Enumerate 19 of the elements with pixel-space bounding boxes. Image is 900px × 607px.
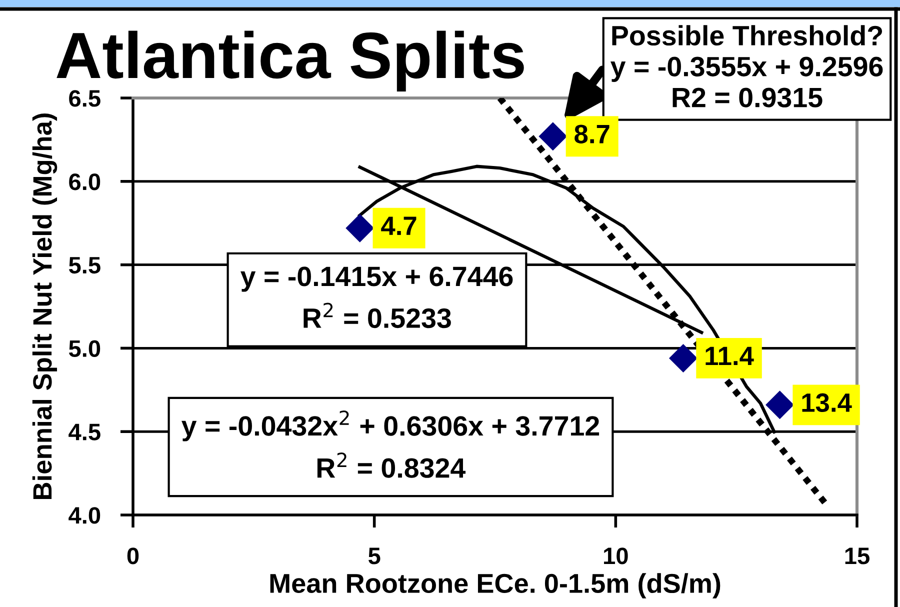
y-tick-label: 5.5 (68, 257, 100, 274)
y-axis-title: Biennial Split Nut Yield (Mg/ha) (32, 114, 58, 499)
annotation: 8.7 (574, 124, 610, 144)
y-tick-label: 5.0 (68, 340, 100, 357)
y-tick-label: 6.5 (69, 90, 100, 107)
x-tick-label: 5 (368, 548, 380, 564)
y-tick-label: 4.5 (68, 424, 100, 440)
y-tick-label: 6.0 (69, 173, 100, 190)
x-tick-label: 15 (845, 548, 870, 564)
annotation: 4.7 (381, 216, 416, 235)
text: y = -0.0432x$^{2}$ + 0.6306x + 3.7712 R$^{2}$ = 0.8324 (182, 410, 600, 478)
y-tick-label: 4.0 (68, 507, 100, 524)
annotation: 13.4 (802, 393, 852, 412)
annotation: y = -0.1415x + 6.7446 R$^{2}$ = 0.5233 (240, 266, 513, 328)
x-axis-title: Mean Rootzone ECe. 0-1.5m (dS/m) (270, 573, 720, 598)
x-tick-label: 10 (604, 548, 628, 564)
annotation: 11.4 (706, 346, 754, 366)
annotation: Possible Threshold? y = -0.3555x + 9.2596 R2 = 0.9315 (610, 25, 883, 108)
x-tick-label: 0 (127, 548, 139, 564)
